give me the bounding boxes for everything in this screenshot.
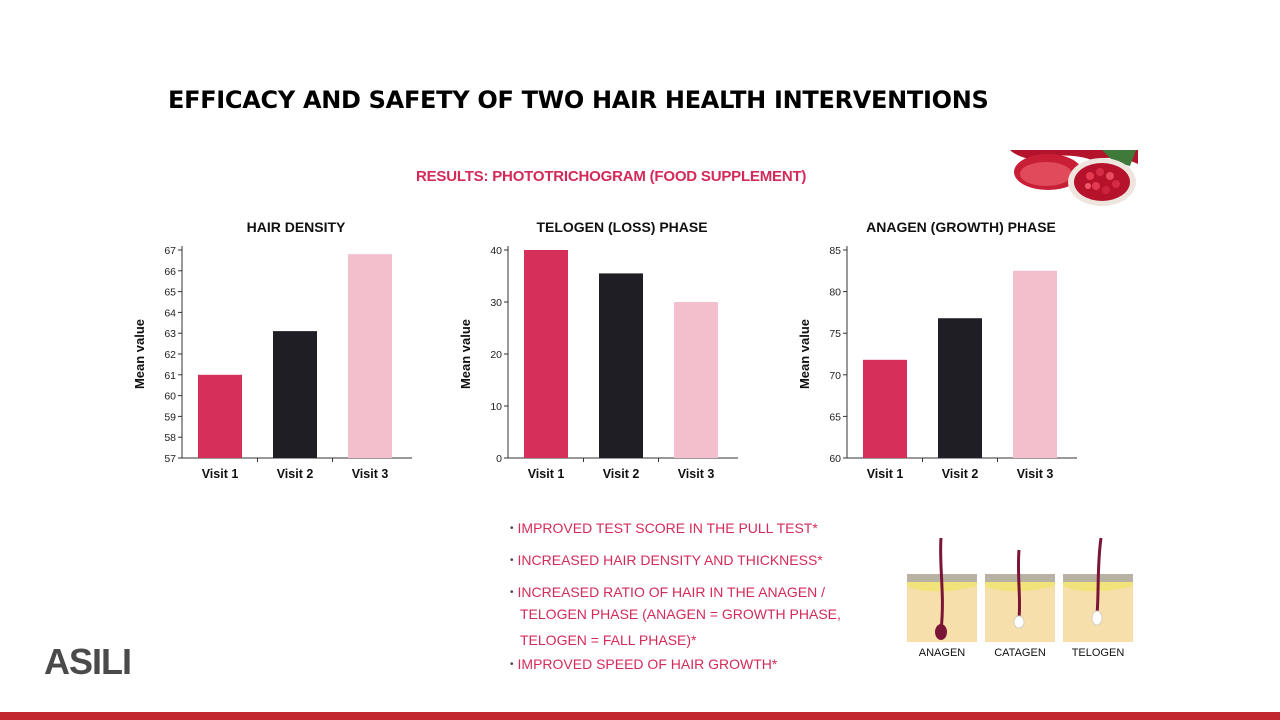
chart-telogen-phase: TELOGEN (LOSS) PHASE Mean value 0 10 20 30 40 V… (458, 219, 738, 481)
telogen-label: TELOGEN (1072, 647, 1125, 659)
x-tick-label: Visit 2 (277, 467, 314, 481)
x-tick-label: Visit 3 (352, 467, 389, 481)
anagen-panel (907, 537, 977, 642)
y-tick-label: 20 (490, 349, 502, 361)
y-tick-label: 80 (829, 287, 841, 299)
bar-visit-2 (273, 331, 317, 458)
y-tick-label: 60 (829, 453, 841, 465)
asili-logo: ASILI (44, 641, 132, 680)
y-tick-label: 75 (829, 328, 841, 340)
y-tick-label: 65 (164, 287, 176, 299)
chart-hair-density: HAIR DENSITY Mean value 57 58 59 60 61 62 63 64 65… (132, 219, 412, 481)
bar-visit-1 (198, 374, 242, 458)
bar-visit-1 (524, 250, 568, 458)
y-tick-label: 0 (496, 453, 502, 465)
x-tick-label: Visit 1 (528, 467, 565, 481)
bar-visit-1 (863, 359, 907, 458)
svg-text:ASILI: ASILI (44, 641, 131, 680)
y-tick-label: 58 (164, 432, 176, 444)
catagen-label: CATAGEN (994, 647, 1046, 659)
x-tick-label: Visit 2 (942, 467, 979, 481)
chart-subtitle: RESULTS: PHOTOTRICHOGRAM (FOOD SUPPLEMEN… (416, 168, 807, 185)
x-tick-label: Visit 3 (678, 467, 715, 481)
y-axis-label: Mean value (132, 319, 147, 389)
bar-visit-3 (348, 254, 392, 458)
y-tick-label: 70 (829, 370, 841, 382)
catagen-panel (985, 549, 1055, 642)
x-tick-label: Visit 1 (867, 467, 904, 481)
bullet-pull-test: • IMPROVED TEST SCORE IN THE PULL TEST* (510, 520, 818, 536)
y-tick-label: 59 (164, 411, 176, 423)
x-tick-label: Visit 3 (1017, 467, 1054, 481)
chart-title: ANAGEN (GROWTH) PHASE (866, 219, 1056, 235)
y-tick-label: 67 (164, 245, 176, 257)
bar-visit-3 (1013, 270, 1057, 458)
pomegranate-image (1010, 150, 1138, 206)
y-axis-label: Mean value (458, 319, 473, 389)
chart-anagen-phase: ANAGEN (GROWTH) PHASE Mean value 60 65 70 75 8… (797, 219, 1077, 481)
bar-visit-2 (599, 273, 643, 458)
y-tick-label: 85 (829, 245, 841, 257)
bullet-density: • INCREASED HAIR DENSITY AND THICKNESS* (510, 552, 823, 568)
bullet-ratio: • INCREASED RATIO OF HAIR IN THE ANAGEN /… (510, 584, 841, 648)
bar-visit-3 (674, 302, 718, 458)
y-tick-label: 63 (164, 328, 176, 340)
y-axis-label: Mean value (797, 319, 812, 389)
y-tick-label: 61 (164, 370, 176, 382)
x-tick-label: Visit 1 (202, 467, 239, 481)
slide-title: EFFICACY AND SAFETY OF TWO HAIR HEALTH I… (168, 86, 989, 114)
hair-phases-illustration: ANAGEN CATAGEN TELOGEN (907, 537, 1133, 659)
y-tick-label: 65 (829, 411, 841, 423)
x-tick-label: Visit 2 (603, 467, 640, 481)
y-tick-label: 57 (164, 453, 176, 465)
bullet-growth-speed: • IMPROVED SPEED OF HAIR GROWTH* (510, 656, 778, 672)
telogen-panel (1063, 537, 1133, 642)
y-tick-label: 64 (164, 307, 176, 319)
y-tick-label: 30 (490, 297, 502, 309)
y-tick-label: 40 (490, 245, 502, 257)
chart-title: HAIR DENSITY (247, 219, 346, 235)
anagen-label: ANAGEN (919, 647, 966, 659)
y-tick-label: 66 (164, 266, 176, 278)
chart-title: TELOGEN (LOSS) PHASE (536, 219, 707, 235)
y-tick-label: 10 (490, 401, 502, 413)
bar-visit-2 (938, 318, 982, 458)
y-tick-label: 62 (164, 349, 176, 361)
footer-bar (0, 712, 1280, 720)
y-tick-label: 60 (164, 391, 176, 403)
